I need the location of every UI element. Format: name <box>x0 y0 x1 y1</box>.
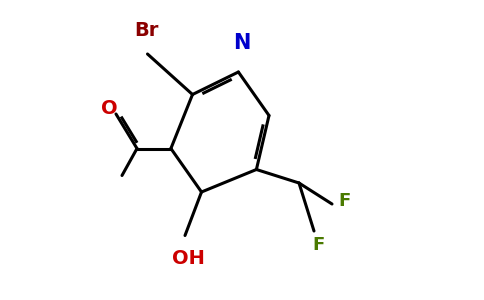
Text: O: O <box>101 99 118 118</box>
Text: N: N <box>233 33 251 53</box>
Text: OH: OH <box>171 249 204 268</box>
Text: Br: Br <box>134 22 158 40</box>
Text: F: F <box>312 236 325 253</box>
Text: F: F <box>338 192 351 210</box>
